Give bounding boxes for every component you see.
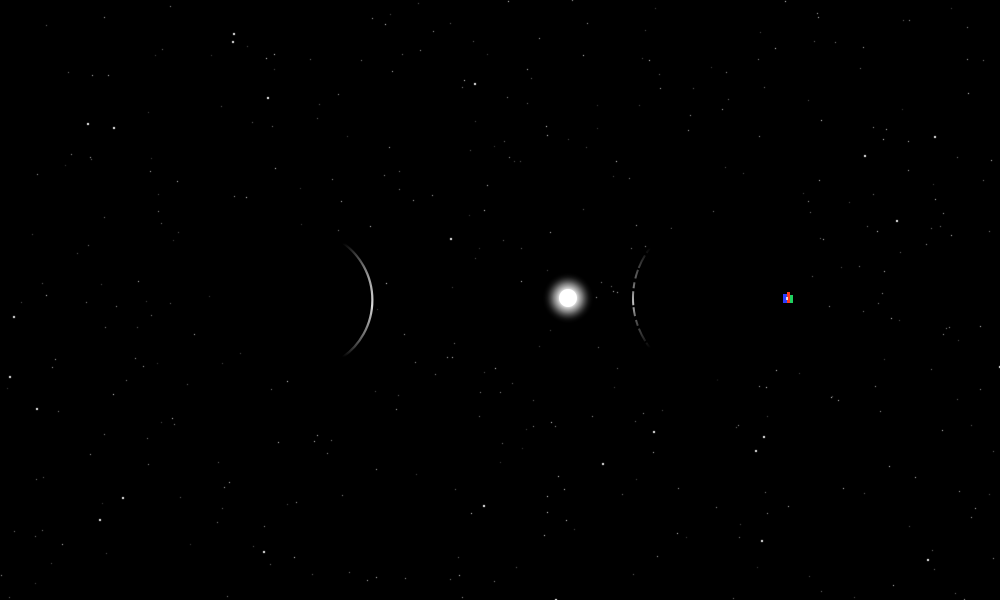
glowing-star[interactable] <box>542 272 594 324</box>
crescent-planet-right[interactable] <box>632 216 797 380</box>
crescent-planet-left[interactable] <box>233 230 374 370</box>
player-ship-icon[interactable] <box>783 292 793 303</box>
